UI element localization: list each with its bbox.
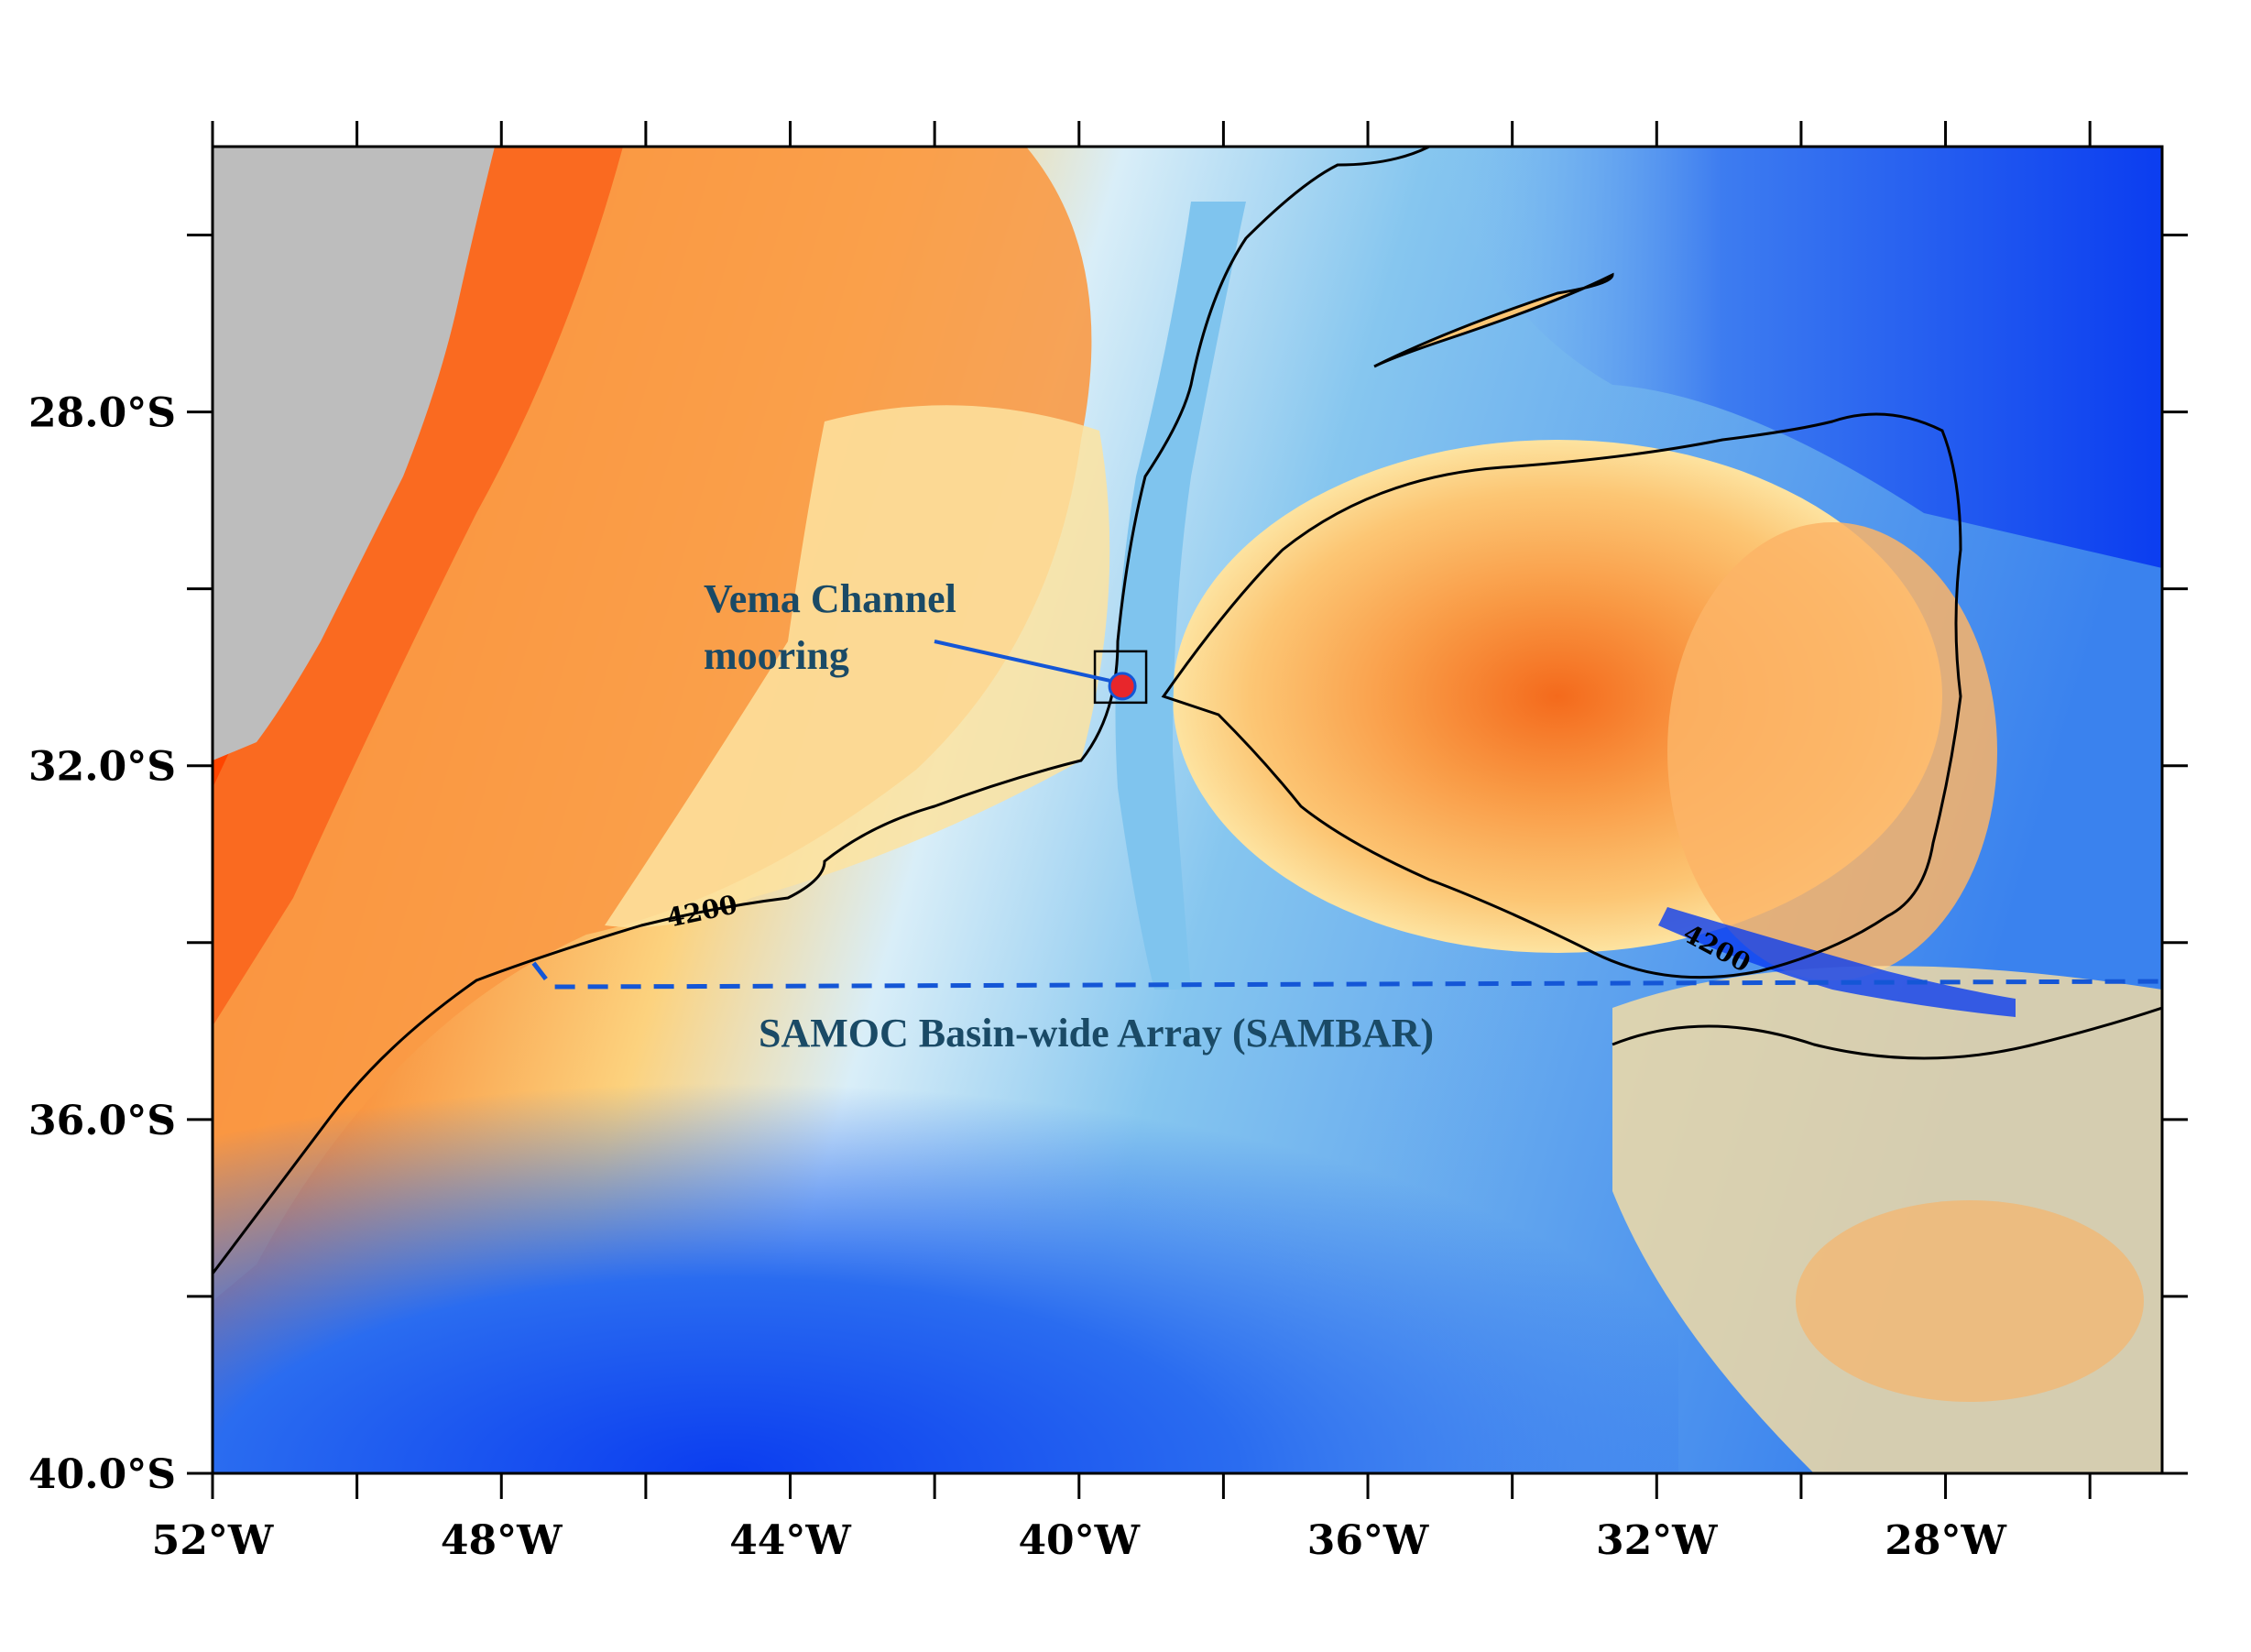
northeast-deep xyxy=(1429,147,2162,568)
x-tick-label: 40°W xyxy=(1018,1517,1140,1564)
vema-channel xyxy=(1115,202,1246,990)
x-tick-label: 28°W xyxy=(1885,1517,2006,1564)
y-axis: 28.0°S 32.0°S 36.0°S 40.0°S xyxy=(28,234,2188,1498)
mooring-marker xyxy=(1108,672,1137,701)
x-tick-label: 44°W xyxy=(729,1517,851,1564)
south-america-land xyxy=(213,147,495,760)
x-tick-label: 52°W xyxy=(152,1517,274,1564)
x-axis: 52°W 48°W 44°W 40°W 36°W 32°W 28°W xyxy=(152,121,2092,1564)
southeast-high xyxy=(1796,1200,2144,1402)
contour-4200-west xyxy=(213,147,1430,1275)
y-tick-label: 36.0°S xyxy=(28,1098,176,1144)
hunter-channel xyxy=(1658,907,2016,1017)
y-tick-label: 40.0°S xyxy=(28,1451,176,1498)
map-frame xyxy=(211,145,2164,1475)
contour-4200-rise xyxy=(1161,412,1962,979)
y-tick-label: 28.0°S xyxy=(28,390,176,437)
plateau xyxy=(605,405,1110,927)
sambar-array-line xyxy=(531,961,2162,990)
x-tick-label: 32°W xyxy=(1596,1517,1718,1564)
argentine-basin-deep xyxy=(213,916,1678,1473)
rise-east-lobe xyxy=(1667,522,1997,980)
contour-island-north xyxy=(1373,272,1614,368)
mooring-label-line1: Vema Channel xyxy=(704,576,956,621)
contour-4200-southeast xyxy=(1612,1006,2162,1060)
mooring-pointer-line xyxy=(934,640,1110,683)
array-label: SAMOC Basin-wide Array (SAMBAR) xyxy=(759,1011,1434,1056)
map-plot-area xyxy=(213,147,2162,1473)
x-tick-label: 36°W xyxy=(1307,1517,1429,1564)
x-tick-label: 48°W xyxy=(441,1517,563,1564)
y-tick-label: 32.0°S xyxy=(28,744,176,791)
mooring-label-line2: mooring xyxy=(704,633,849,678)
